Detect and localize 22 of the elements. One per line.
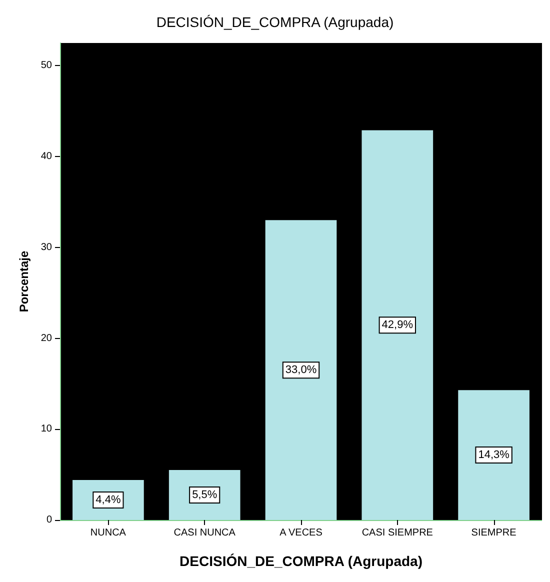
x-tick-label: NUNCA: [90, 528, 126, 538]
y-tick-label: 30: [40, 242, 52, 253]
x-tick-label: CASI NUNCA: [174, 528, 236, 538]
bar: [458, 390, 530, 520]
bar: [265, 220, 337, 520]
x-tick-label: SIEMPRE: [471, 528, 517, 538]
y-axis-title: Porcentaje: [16, 250, 31, 312]
x-tick-label: A VECES: [280, 528, 323, 538]
y-tick-label: 50: [40, 60, 52, 72]
y-tick-label: 0: [46, 514, 52, 526]
chart-title: DECISIÓN_DE_COMPRA (Agrupada): [156, 14, 394, 30]
x-axis-title: DECISIÓN_DE_COMPRA (Agrupada): [180, 553, 422, 569]
y-tick-label: 20: [40, 332, 52, 344]
y-tick-label: 10: [40, 424, 52, 435]
data-label: 14,3%: [478, 449, 510, 462]
bar: [362, 130, 434, 520]
data-label: 33,0%: [285, 364, 317, 376]
data-label: 42,9%: [382, 319, 414, 332]
data-label: 4,4%: [96, 494, 121, 506]
y-tick-label: 40: [40, 151, 52, 162]
data-label: 5,5%: [192, 489, 218, 502]
x-tick-label: CASI SIEMPRE: [362, 528, 434, 538]
